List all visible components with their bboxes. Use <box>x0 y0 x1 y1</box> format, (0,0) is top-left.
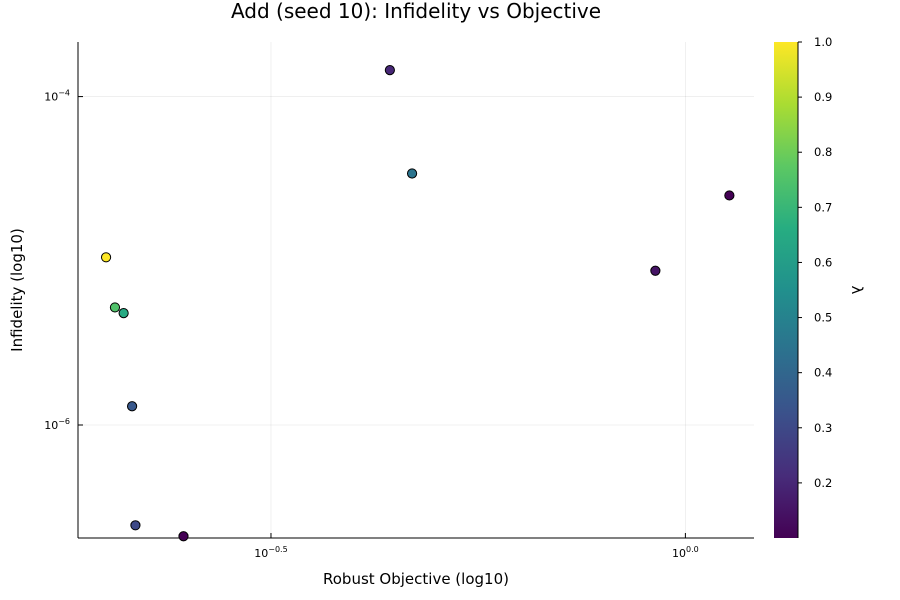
x-tick-label: 10−0.5 <box>254 545 287 560</box>
colorbar-tick-label: 0.6 <box>814 255 832 269</box>
y-tick-base: 10 <box>44 419 58 432</box>
data-point <box>724 190 735 201</box>
y-tick-label: 10−6 <box>44 417 70 432</box>
data-point <box>178 531 189 542</box>
x-axis-label: Robust Objective (log10) <box>323 570 509 588</box>
data-point <box>100 252 112 263</box>
x-tick-exponent: 0.0 <box>686 545 699 554</box>
colorbar-tick-label: 0.2 <box>814 476 832 490</box>
y-tick-label: 10−4 <box>44 89 70 104</box>
x-tick-exponent: −0.5 <box>268 545 287 554</box>
colorbar-tick-label: 0.7 <box>814 200 832 214</box>
y-axis-label: Infidelity (log10) <box>8 228 26 352</box>
colorbar-tick-label: 0.5 <box>814 311 832 325</box>
data-point <box>384 64 395 76</box>
plot-frame <box>77 42 754 539</box>
colorbar-ticks: 0.2 0.3 0.4 0.5 0.6 0.7 0.8 0.9 1.0 <box>798 35 832 490</box>
colorbar-gradient <box>774 42 798 538</box>
data-point <box>130 520 141 531</box>
chart-title: Add (seed 10): Infidelity vs Objective <box>231 0 601 23</box>
axis-ticks: 10−0.5 100.010−610−4 <box>44 89 699 560</box>
colorbar-tick-label: 0.9 <box>814 90 832 104</box>
colorbar-label: λ <box>848 286 866 295</box>
y-tick-exponent: −4 <box>58 89 70 98</box>
x-tick-base: 10 <box>672 547 686 560</box>
x-tick-label: 100.0 <box>672 545 699 560</box>
data-point <box>650 265 661 276</box>
data-point <box>406 168 418 179</box>
colorbar-tick-label: 1.0 <box>814 35 832 49</box>
colorbar-tick-label: 0.4 <box>814 366 832 380</box>
colorbar-tick-label: 0.8 <box>814 145 832 159</box>
grid-lines <box>78 42 754 538</box>
data-point <box>126 401 138 412</box>
y-tick-exponent: −6 <box>58 417 70 426</box>
colorbar: 0.2 0.3 0.4 0.5 0.6 0.7 0.8 0.9 1.0 λ <box>774 35 866 538</box>
data-point <box>118 308 129 319</box>
colorbar-tick-label: 0.3 <box>814 421 832 435</box>
y-tick-base: 10 <box>44 91 58 104</box>
data-point <box>109 302 121 313</box>
data-points <box>100 64 735 542</box>
x-tick-base: 10 <box>254 547 268 560</box>
